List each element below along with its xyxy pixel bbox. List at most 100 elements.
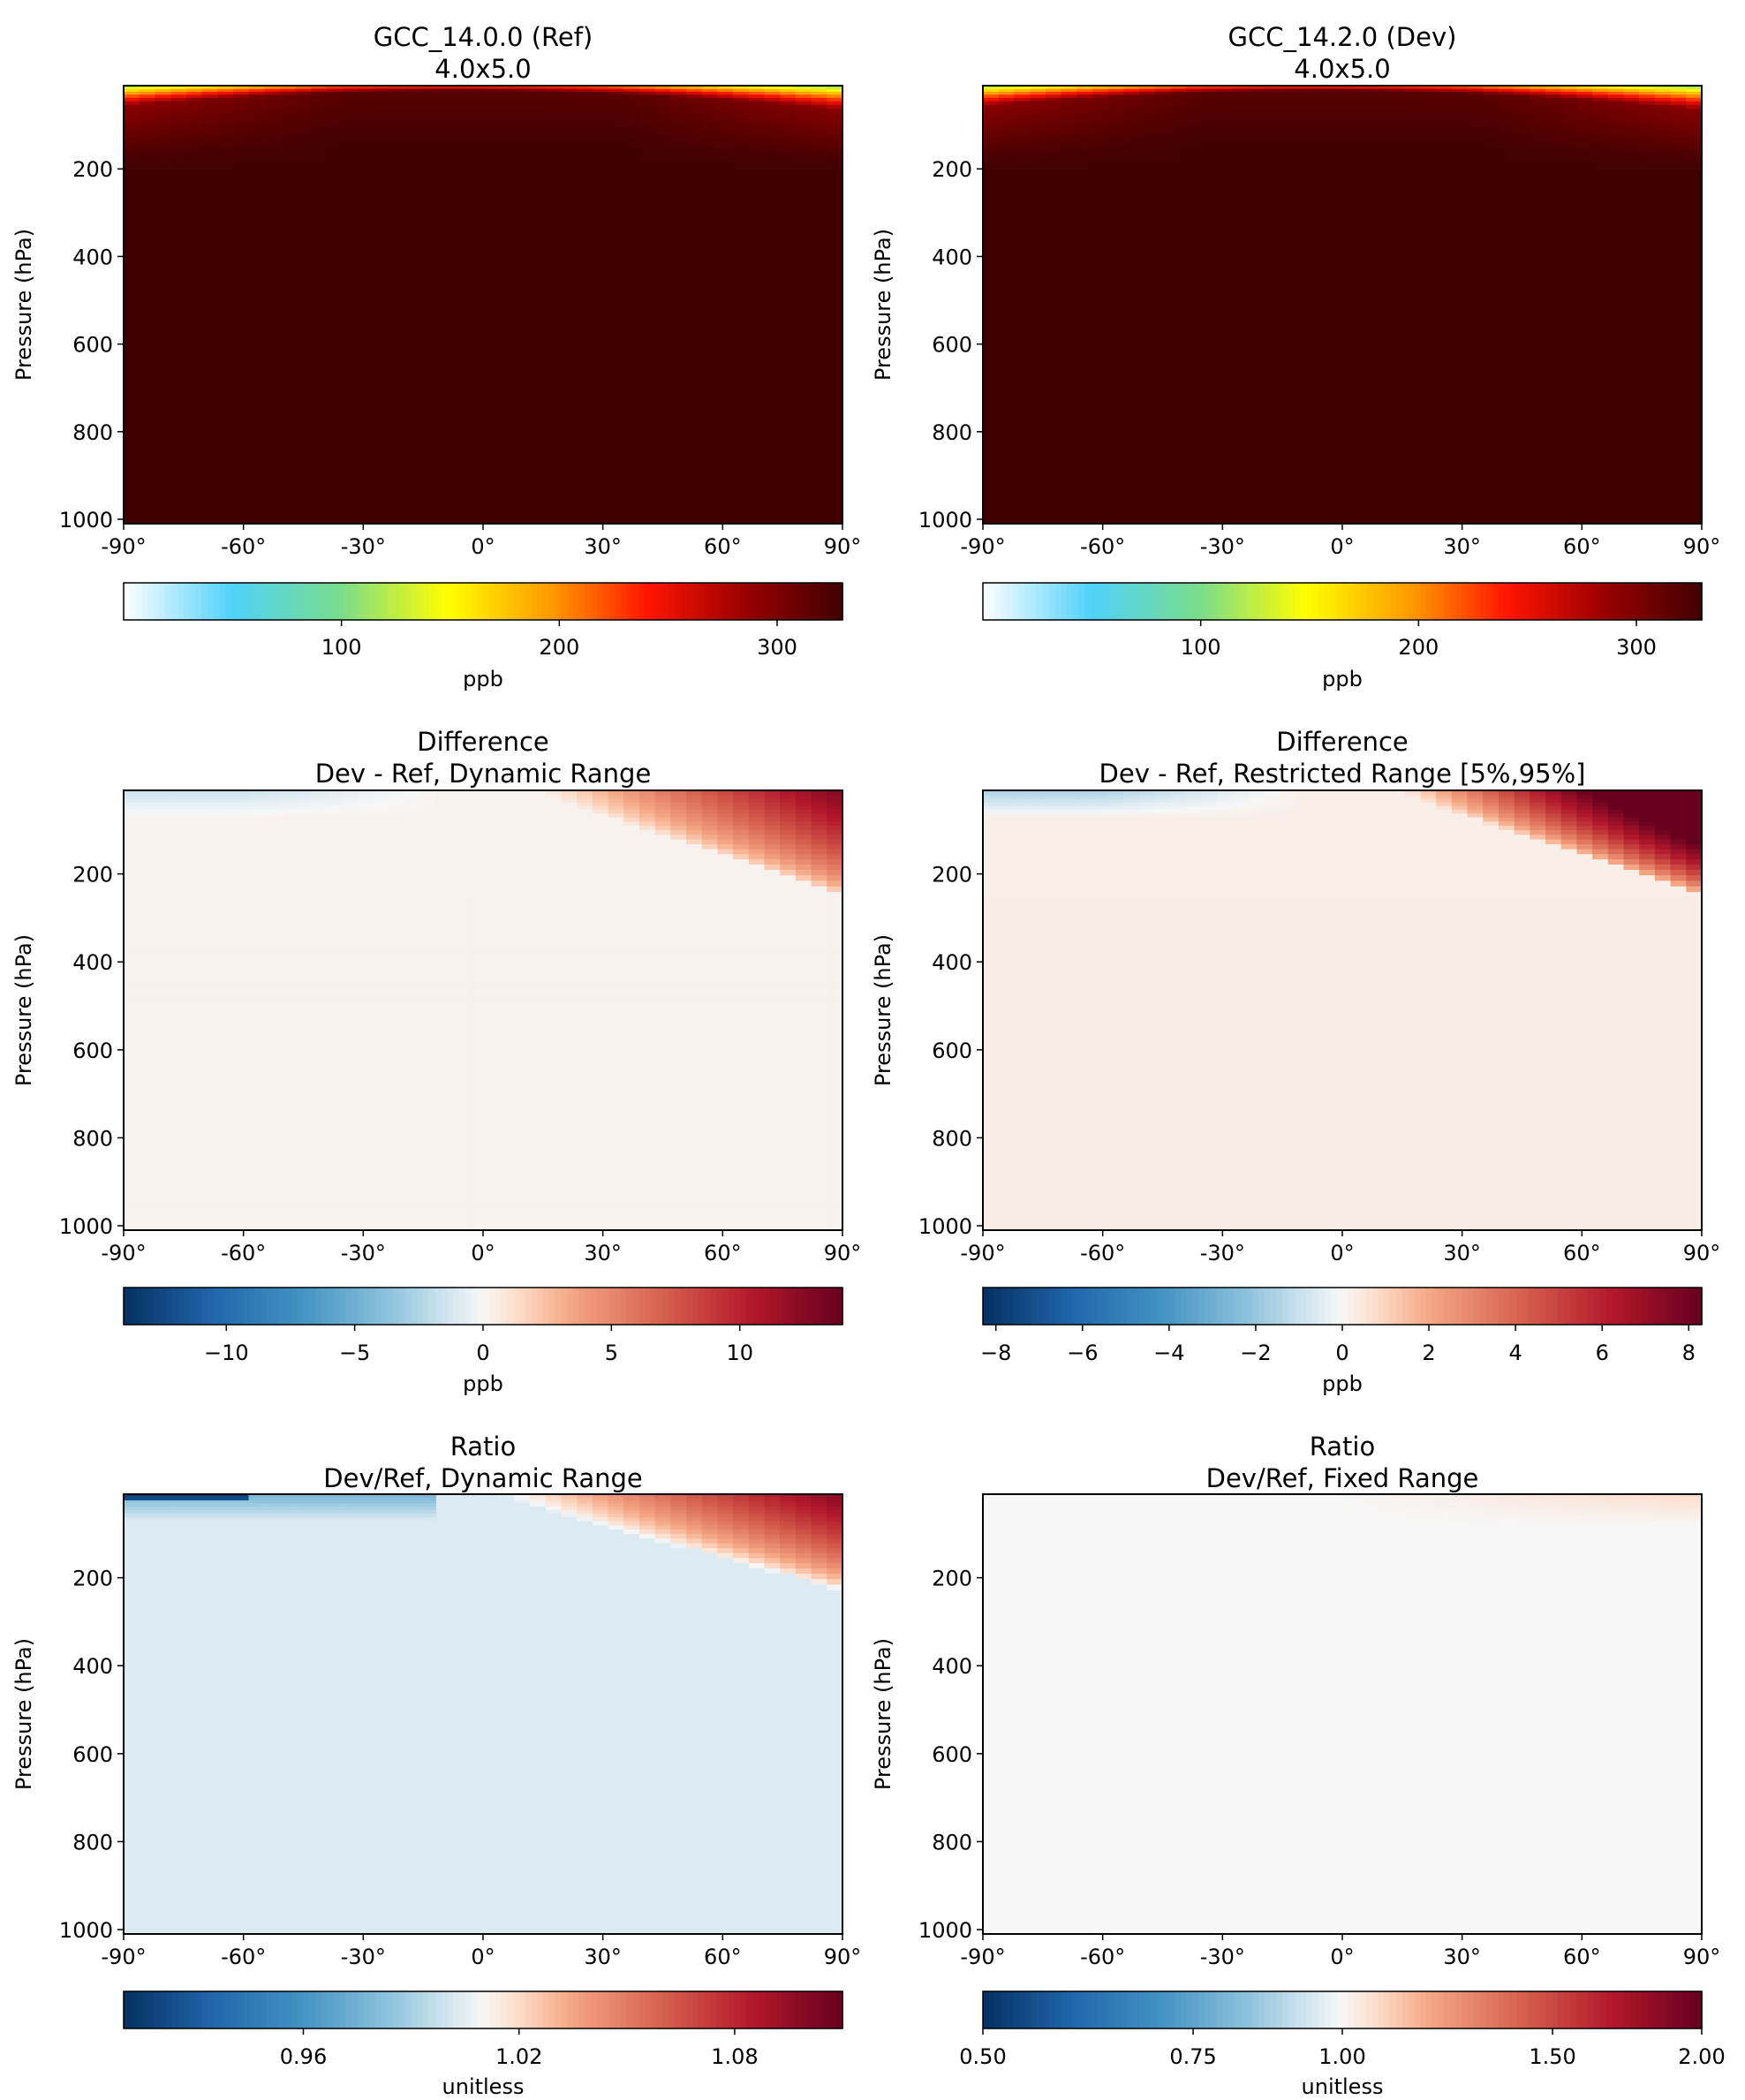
heatmap-cell bbox=[155, 235, 171, 243]
heatmap-cell bbox=[1030, 181, 1046, 188]
heatmap-cell bbox=[638, 267, 656, 276]
heatmap-cell bbox=[124, 101, 140, 106]
heatmap-cell bbox=[155, 89, 171, 93]
heatmap-cell bbox=[1014, 287, 1031, 296]
heatmap-cell bbox=[701, 204, 719, 212]
heatmap-cell bbox=[654, 164, 672, 171]
heatmap-cell bbox=[264, 89, 281, 93]
heatmap-cell bbox=[1170, 358, 1187, 367]
heatmap-cell bbox=[248, 388, 266, 397]
heatmap-cell bbox=[155, 474, 171, 484]
heatmap-cell bbox=[654, 261, 672, 268]
heatmap-cell bbox=[1217, 241, 1234, 249]
heatmap-cell bbox=[1311, 336, 1328, 345]
heatmap-cell bbox=[530, 388, 547, 397]
heatmap-cell bbox=[404, 253, 422, 262]
heatmap-cell bbox=[561, 280, 578, 289]
heatmap-cell bbox=[295, 164, 313, 171]
heatmap-cell bbox=[1217, 210, 1234, 217]
heatmap-cell bbox=[1233, 358, 1250, 367]
heatmap-cell bbox=[1107, 247, 1125, 255]
heatmap-cell bbox=[404, 134, 422, 140]
heatmap-cell bbox=[670, 253, 687, 262]
heatmap-cell bbox=[1248, 301, 1265, 309]
heatmap-cell bbox=[670, 94, 687, 99]
heatmap-cell bbox=[139, 373, 156, 382]
heatmap-cell bbox=[201, 247, 218, 255]
heatmap-cell bbox=[670, 507, 687, 517]
heatmap-cell bbox=[404, 308, 422, 316]
heatmap-cell bbox=[389, 344, 406, 352]
heatmap-cell bbox=[435, 154, 453, 161]
heatmap-cell bbox=[311, 515, 328, 525]
heatmap-cell bbox=[1092, 474, 1109, 484]
heatmap-cell bbox=[358, 427, 374, 435]
heatmap-cell bbox=[1061, 344, 1077, 352]
heatmap-cell bbox=[998, 261, 1016, 268]
heatmap-cell bbox=[279, 351, 297, 359]
heatmap-cell bbox=[561, 104, 578, 110]
heatmap-cell bbox=[623, 308, 640, 316]
heatmap-cell bbox=[389, 216, 406, 223]
heatmap-cell bbox=[1030, 507, 1046, 517]
heatmap-cell bbox=[185, 101, 203, 106]
heatmap-cell bbox=[279, 130, 297, 136]
heatmap-cell bbox=[764, 366, 782, 374]
heatmap-cell bbox=[795, 404, 812, 412]
heatmap-cell bbox=[389, 321, 406, 330]
heatmap-cell bbox=[279, 86, 297, 88]
heatmap-cell bbox=[201, 450, 218, 459]
heatmap-cell bbox=[1295, 314, 1312, 323]
heatmap-cell bbox=[1295, 198, 1312, 206]
heatmap-cell bbox=[248, 301, 266, 309]
heatmap-cell bbox=[1030, 198, 1046, 206]
heatmap-cell bbox=[686, 336, 703, 345]
heatmap-cell bbox=[327, 101, 344, 106]
heatmap-cell bbox=[577, 198, 593, 206]
heatmap-cell bbox=[1014, 193, 1031, 200]
heatmap-cell bbox=[1076, 164, 1093, 171]
heatmap-cell bbox=[1014, 404, 1031, 412]
heatmap-cell bbox=[1092, 112, 1109, 117]
heatmap-cell bbox=[748, 186, 766, 193]
heatmap-cell bbox=[467, 130, 484, 136]
heatmap-cell bbox=[232, 149, 250, 155]
heatmap-cell bbox=[374, 109, 390, 114]
heatmap-cell bbox=[311, 253, 328, 262]
colorbar-frame bbox=[123, 582, 843, 621]
heatmap-cell bbox=[279, 134, 297, 140]
heatmap-cell bbox=[780, 358, 797, 367]
heatmap-cell bbox=[201, 139, 218, 146]
heatmap-cell bbox=[389, 223, 406, 230]
heatmap-cell bbox=[811, 404, 828, 412]
heatmap-cell bbox=[1280, 210, 1296, 217]
colorbar-segment bbox=[213, 583, 221, 620]
heatmap-cell bbox=[1170, 381, 1187, 389]
heatmap-cell bbox=[1107, 87, 1125, 90]
heatmap-cell bbox=[1154, 388, 1172, 397]
heatmap-cell bbox=[1045, 474, 1062, 484]
heatmap-cell bbox=[420, 154, 437, 161]
heatmap-cell bbox=[561, 121, 578, 126]
heatmap-cell bbox=[451, 175, 469, 183]
heatmap-cell bbox=[124, 170, 140, 177]
heatmap-cell bbox=[638, 216, 656, 223]
heatmap-cell bbox=[139, 144, 156, 150]
heatmap-cell bbox=[498, 229, 516, 236]
heatmap-cell bbox=[217, 164, 234, 171]
heatmap-cell bbox=[467, 253, 484, 262]
heatmap-cell bbox=[498, 442, 516, 451]
heatmap-cell bbox=[155, 94, 171, 99]
heatmap-cell bbox=[451, 294, 469, 302]
heatmap-cell bbox=[701, 274, 719, 282]
heatmap-cell bbox=[795, 164, 812, 171]
heatmap-cell bbox=[498, 186, 516, 193]
heatmap-cell bbox=[670, 104, 687, 110]
heatmap-cell bbox=[327, 419, 344, 428]
heatmap-cell bbox=[342, 235, 359, 243]
heatmap-cell bbox=[670, 434, 687, 443]
heatmap-cell bbox=[498, 117, 516, 122]
heatmap-cell bbox=[733, 87, 750, 90]
heatmap-cell bbox=[1264, 321, 1281, 330]
heatmap-cell bbox=[623, 144, 640, 150]
